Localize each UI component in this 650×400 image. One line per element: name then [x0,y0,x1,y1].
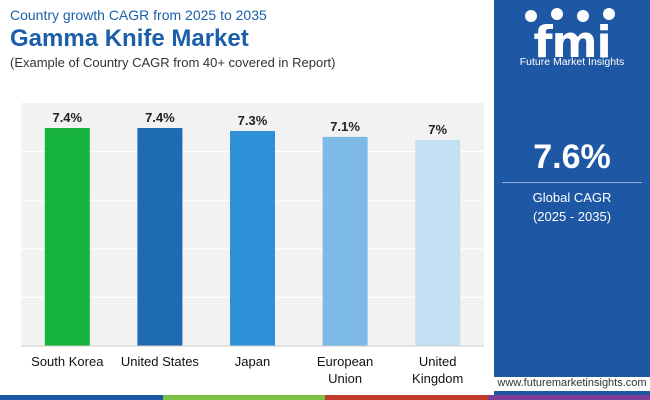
bar [230,130,275,346]
divider [502,182,642,183]
data-label: 7.4% [145,110,175,125]
logo-dot-icon [525,10,537,22]
strip-segment [325,395,488,400]
category-label: United Kingdom [412,354,463,386]
global-cagr-title: Global CAGR [532,190,612,205]
strip-segment [487,395,650,400]
bar [415,139,461,346]
strip-segment [162,395,325,400]
bar [137,128,183,346]
strip-segment [0,395,163,400]
logo-dot-icon [577,10,589,22]
category-label: South Korea [31,354,104,369]
bar [44,128,90,346]
logo-dot-icon [603,8,615,20]
global-cagr-period: (2025 - 2035) [532,209,612,224]
category-label: European Union [317,354,373,386]
data-label: 7.4% [52,110,82,125]
category-label-line: Union [328,371,362,386]
category-label-line: South Korea [31,354,104,369]
category-label-line: United [419,354,457,369]
bar [322,136,368,346]
data-label: 7.3% [238,113,268,128]
data-label: 7.1% [330,119,360,134]
logo-dot-icon [551,8,563,20]
category-label-line: Kingdom [412,371,463,386]
category-label-line: United States [121,354,200,369]
category-label-line: Japan [235,354,270,369]
brand-name: Future Market Insights [519,56,625,68]
category-label: United States [121,354,200,369]
category-label: Japan [235,354,270,369]
chart-title: Gamma Knife Market [10,25,249,52]
data-label: 7% [428,122,447,137]
category-label-line: European [317,354,373,369]
website-url[interactable]: www.futuremarketinsights.com [494,377,650,391]
bar-chart: 7.4% South Korea 7.4% United States 7.3% Japa… [21,110,484,386]
logo-word: fmi [533,17,611,68]
chart-header: Country growth CAGR from 2025 to 2035 Ga… [10,6,336,72]
chart-note: (Example of Country CAGR from 40+ covere… [10,55,336,70]
global-cagr-label: Global CAGR (2025 - 2035) [494,188,650,226]
fmi-logo: fmi [516,10,628,70]
side-panel: fmi Future Market Insights 7.6% Global C… [494,0,650,400]
logo-icons [519,8,629,22]
global-cagr-value: 7.6% [533,138,611,176]
chart-subtitle: Country growth CAGR from 2025 to 2035 [10,7,267,23]
